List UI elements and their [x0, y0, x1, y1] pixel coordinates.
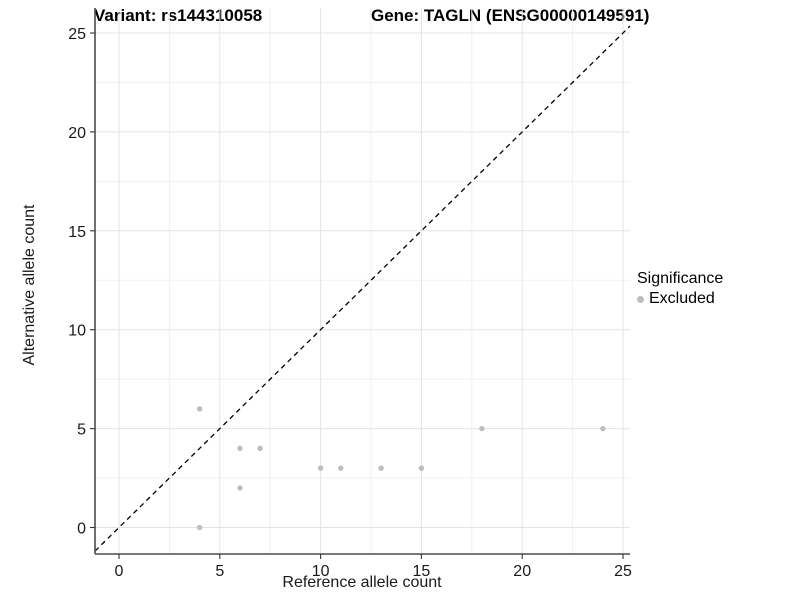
data-point: [196, 524, 203, 531]
x-tick-label: 20: [513, 563, 531, 580]
x-tick-label: 5: [215, 563, 224, 580]
x-tick-label: 15: [413, 563, 431, 580]
identity-dashed-line: [94, 25, 631, 552]
x-tick-label: 0: [115, 563, 124, 580]
data-point: [237, 445, 243, 452]
data-point: [257, 445, 263, 452]
data-point: [338, 465, 344, 471]
data-point: [237, 485, 243, 491]
y-tick-label: 20: [68, 125, 86, 142]
data-point: [418, 465, 425, 471]
y-tick-label: 25: [68, 26, 86, 43]
y-tick-label: 5: [77, 422, 86, 439]
data-point: [600, 425, 606, 432]
legend-item-label: Excluded: [649, 290, 715, 307]
legend-point-swatch-icon: [637, 295, 644, 303]
data-point: [378, 465, 384, 471]
legend: Significance Excluded: [637, 270, 723, 308]
y-axis-title: Alternative allele count: [21, 204, 38, 366]
legend-item: Excluded: [637, 290, 723, 308]
y-tick-label: 15: [68, 224, 86, 241]
y-tick-label: 10: [68, 323, 86, 340]
y-tick-label: 0: [77, 521, 86, 538]
x-tick-label: 25: [614, 563, 632, 580]
data-point: [317, 465, 324, 471]
plot-title-gene: Gene: TAGLN (ENSG00000149591): [371, 6, 650, 25]
legend-items: Excluded: [637, 290, 723, 308]
x-axis-title: Reference allele count: [282, 574, 442, 591]
data-point: [196, 406, 203, 412]
data-point: [479, 425, 485, 432]
legend-title: Significance: [637, 270, 724, 287]
x-tick-label: 10: [312, 563, 330, 580]
